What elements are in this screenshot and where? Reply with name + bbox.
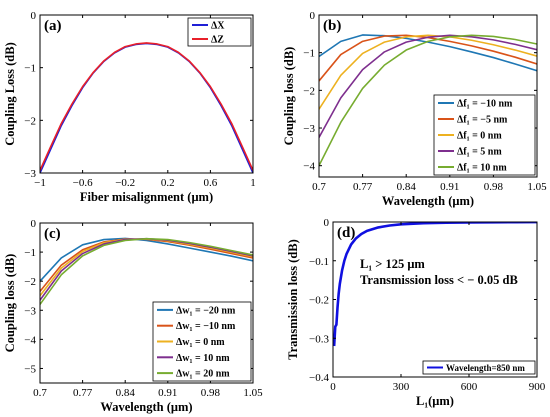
x-tick-label: 0.98 xyxy=(484,181,504,193)
legend-label: Wavelength=850 nm xyxy=(446,363,525,373)
series-line-3 xyxy=(319,34,537,110)
y-tick-label: −0.3 xyxy=(309,333,329,345)
y-tick-label: −5 xyxy=(24,363,36,375)
annotation-text: L₁ > 125 μm xyxy=(360,257,425,271)
y-tick-label: −4 xyxy=(303,161,315,173)
y-tick-label: −1 xyxy=(24,63,36,75)
axes-frame xyxy=(39,14,254,174)
series-line-4 xyxy=(319,34,537,138)
series-line-5 xyxy=(40,237,253,305)
x-tick-label: 900 xyxy=(529,381,546,393)
x-tick-label: 0.91 xyxy=(440,181,459,193)
panel-label: (d) xyxy=(337,225,355,241)
legend-label: Δf₁ = 5 nm xyxy=(457,147,502,158)
y-tick-label: 0 xyxy=(31,10,37,22)
x-tick-label: −0.6 xyxy=(73,177,93,189)
series-line-3 xyxy=(40,238,253,297)
panel-b: 0.7 0.77 0.84 0.91 0.98 1.05 0 −1 −2 −3 −4 Waveleng… xyxy=(282,10,547,208)
x-tick-label: 1.05 xyxy=(527,181,547,193)
legend-label: Δw₁ = 20 nm xyxy=(176,369,230,380)
y-tick-label: −0.4 xyxy=(309,372,329,384)
x-tick-label: 0.77 xyxy=(353,181,373,193)
x-tick-label: 0.91 xyxy=(158,387,177,399)
y-axis-title: Coupling loss (dB) xyxy=(282,47,296,146)
y-tick-label: −2 xyxy=(24,276,36,288)
x-tick-label: −0.2 xyxy=(115,177,135,189)
annotation-text: Transmission loss < − 0.05 dB xyxy=(360,273,518,287)
series-line-1 xyxy=(333,222,537,347)
axes-frame xyxy=(318,14,538,178)
legend-label: Δf₁ = −5 nm xyxy=(457,115,508,126)
y-tick-label: −2 xyxy=(24,115,36,127)
panel-c: 0.7 0.77 0.84 0.91 0.98 1.05 0 −1 −2 −3 −4 −5 Wavele… xyxy=(3,218,263,414)
legend-box xyxy=(422,360,536,375)
series-line-1 xyxy=(40,237,253,282)
x-tick-label: 0.7 xyxy=(312,181,326,193)
legend-label: Δw₁ = −10 nm xyxy=(176,321,236,332)
y-tick-label: −4 xyxy=(24,334,36,346)
panel-a: −1 −0.6 −0.2 0.2 0.6 1 0 −1 −2 −3 Fiber misalignme… xyxy=(3,10,256,204)
y-tick-label: −3 xyxy=(303,123,315,135)
legend-label: Δf₁ = 10 nm xyxy=(457,163,507,174)
x-axis-title: Wavelength (μm) xyxy=(382,194,474,208)
legend-label: Δw₁ = 10 nm xyxy=(176,353,230,364)
legend: ΔX ΔZ xyxy=(187,17,252,47)
panel-label: (a) xyxy=(44,18,62,34)
legend-label: Δf₁ = −10 nm xyxy=(457,99,513,110)
x-tick-label: 1 xyxy=(250,177,256,189)
y-tick-label: −2 xyxy=(303,85,315,97)
y-tick-label: 0 xyxy=(324,217,330,229)
y-tick-label: 0 xyxy=(310,10,316,22)
x-tick-label: 0.7 xyxy=(33,387,47,399)
legend: Δw₁ = −20 nm Δw₁ = −10 nm Δw₁ = 0 nm Δw₁ = … xyxy=(152,301,252,382)
axes-frame xyxy=(39,222,254,384)
y-tick-label: 0 xyxy=(31,218,37,230)
x-tick-label: −1 xyxy=(34,177,46,189)
x-tick-label: 0 xyxy=(330,381,336,393)
x-tick-label: 0.98 xyxy=(201,387,221,399)
legend-label: Δw₁ = −20 nm xyxy=(176,305,236,316)
y-axis-title: Coupling Loss (dB) xyxy=(3,42,17,146)
y-axis-title: Transmission loss (dB) xyxy=(286,239,300,360)
legend-label: ΔZ xyxy=(211,35,224,46)
series-line-5 xyxy=(319,34,537,167)
y-tick-label: −3 xyxy=(24,168,36,180)
x-axis-title: Wavelength (μm) xyxy=(100,400,192,414)
legend-label: Δf₁ = 0 nm xyxy=(457,131,502,142)
legend: Wavelength=850 nm xyxy=(422,360,536,375)
x-tick-label: 600 xyxy=(461,381,478,393)
x-axis-title: L₁(μm) xyxy=(416,394,454,408)
y-tick-label: −1 xyxy=(24,247,36,259)
legend-label: ΔX xyxy=(211,21,225,32)
y-axis-title: Coupling loss (dB) xyxy=(3,254,17,353)
axes-frame xyxy=(332,221,538,378)
series-line-1 xyxy=(40,42,253,173)
y-tick-label: −1 xyxy=(303,48,315,60)
panel-label: (b) xyxy=(323,18,341,34)
x-tick-label: 0.84 xyxy=(397,181,417,193)
series-line-2 xyxy=(40,42,253,171)
x-tick-label: 0.2 xyxy=(161,177,175,189)
x-tick-label: 0.84 xyxy=(116,387,136,399)
x-tick-label: 300 xyxy=(393,381,410,393)
legend: Δf₁ = −10 nm Δf₁ = −5 nm Δf₁ = 0 nm Δf₁ = 5… xyxy=(433,94,536,176)
legend-box xyxy=(187,17,252,47)
panel-label: (c) xyxy=(44,226,61,242)
x-tick-label: 1.05 xyxy=(243,387,263,399)
y-tick-label: −3 xyxy=(24,305,36,317)
x-axis-title: Fiber misalignment (μm) xyxy=(80,190,213,204)
y-tick-label: −0.1 xyxy=(309,256,329,268)
y-tick-label: −0.2 xyxy=(309,295,329,307)
x-tick-label: 0.77 xyxy=(73,387,93,399)
x-tick-label: 0.6 xyxy=(204,177,218,189)
panel-d: 0 300 600 900 0 −0.1 −0.2 −0.3 −0.4 L₁(μm) Transmi… xyxy=(286,217,546,408)
legend-label: Δw₁ = 0 nm xyxy=(176,337,225,348)
